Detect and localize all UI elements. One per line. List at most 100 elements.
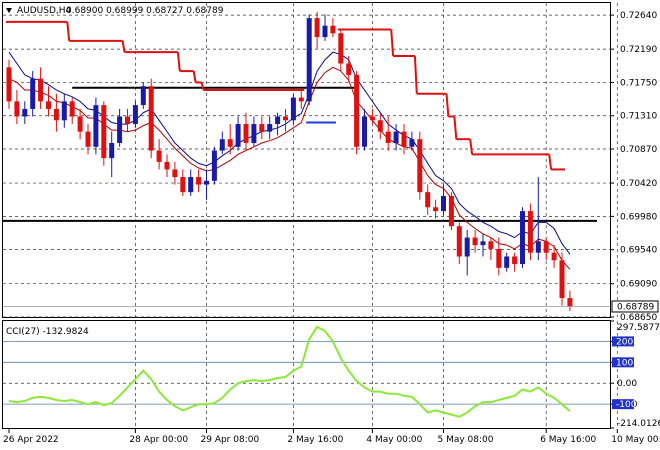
candle-body-bull bbox=[109, 142, 115, 159]
candle-body-bear bbox=[69, 101, 75, 117]
price-panel: 0.72640 0.72190 0.71750 0.71310 0.70870 0.704… bbox=[2, 2, 659, 323]
candle-body-bear bbox=[338, 33, 344, 64]
candle-body-bear bbox=[401, 131, 407, 147]
stop-line-red-connector bbox=[445, 93, 450, 117]
candle-body-bear bbox=[425, 192, 431, 208]
stop-line-red-connector bbox=[176, 52, 181, 72]
symbol-label: AUDUSD,H4 bbox=[17, 6, 72, 16]
cci-line bbox=[8, 325, 571, 418]
candles bbox=[6, 12, 573, 311]
candle-body-bull bbox=[61, 101, 67, 121]
candle-body-bear bbox=[156, 150, 162, 162]
candle-body-bull bbox=[362, 116, 367, 147]
candle-body-bear bbox=[417, 139, 423, 193]
candle-body-bull bbox=[306, 18, 312, 102]
candle-body-bear bbox=[6, 67, 12, 102]
candle-body-bull bbox=[211, 150, 217, 181]
candle-body-bear bbox=[53, 108, 59, 121]
candle-body-bull bbox=[322, 25, 328, 38]
candle-body-bull bbox=[188, 177, 194, 193]
candle-body-bear bbox=[77, 116, 83, 132]
candle-body-bear bbox=[314, 18, 320, 38]
candle-body-bear bbox=[456, 226, 462, 257]
cci-series-line bbox=[8, 325, 571, 418]
candle-body-bull bbox=[132, 105, 138, 125]
candle-body-bull bbox=[251, 124, 257, 143]
stop-line-red-connector bbox=[192, 70, 197, 83]
stop-line-red-connector bbox=[200, 82, 205, 91]
candle-body-bear bbox=[14, 101, 20, 117]
price-tick-label: 0.70420 bbox=[620, 179, 657, 189]
cci-panel: 297.58772001000.00-100-214.0126200100-10… bbox=[2, 320, 660, 429]
candle-body-bull bbox=[535, 241, 541, 253]
candle-body-bear bbox=[298, 97, 304, 102]
stop-line-red-connector bbox=[66, 21, 71, 41]
candle-body-bear bbox=[551, 252, 557, 261]
candle-body-bear bbox=[559, 260, 565, 299]
time-tick-label: 26 Apr 2022 bbox=[3, 435, 59, 445]
candle-body-bull bbox=[504, 256, 510, 268]
candle-body-bear bbox=[448, 195, 454, 227]
candle-body-bear bbox=[196, 177, 202, 185]
candle-body-bull bbox=[290, 97, 296, 121]
candle-body-bull bbox=[480, 241, 486, 246]
candle-body-bear bbox=[125, 116, 130, 125]
cci-level-label: 100 bbox=[616, 358, 633, 368]
time-tick-label: 10 May 00:00 bbox=[611, 435, 660, 445]
price-tick-label: 0.69090 bbox=[620, 280, 657, 290]
stop-lines bbox=[6, 20, 565, 171]
time-tick-label: 5 May 08:00 bbox=[438, 435, 494, 445]
candle-body-bull bbox=[93, 105, 99, 147]
price-tick-label: 0.71750 bbox=[620, 78, 657, 88]
current-price-marker: 0.68789 bbox=[611, 300, 659, 313]
candle-body-bull bbox=[22, 108, 28, 117]
cci-label: CCI(27) -132.9824 bbox=[6, 327, 89, 337]
cci-tick-label: 297.5877 bbox=[617, 323, 660, 333]
candle-body-bull bbox=[464, 237, 470, 257]
candle-body-bear bbox=[164, 161, 170, 170]
candle-body-bull bbox=[267, 124, 273, 132]
stop-line-red-connector bbox=[390, 29, 395, 57]
stop-line-red-connector bbox=[413, 55, 418, 94]
candle-body-bear bbox=[354, 74, 360, 147]
cci-axis: 297.58772001000.00-100-214.0126200100-10… bbox=[610, 320, 660, 429]
cci-level-box bbox=[612, 357, 634, 368]
symbol-header: AUDUSD,H4 0.68900 0.68999 0.68727 0.6878… bbox=[6, 6, 224, 16]
candle-body-bull bbox=[520, 211, 525, 265]
candle-body-bear bbox=[488, 241, 494, 249]
candle-body-bull bbox=[30, 78, 36, 109]
stop-line-red-connector bbox=[548, 154, 553, 170]
current-price-box bbox=[611, 300, 659, 313]
collapse-triangle-icon[interactable] bbox=[6, 8, 12, 13]
stop-line-red-connector bbox=[469, 139, 474, 155]
candle-body-bear bbox=[385, 131, 391, 143]
cci-tick-label: -214.0126 bbox=[617, 419, 660, 429]
price-tick-label: 0.69540 bbox=[620, 246, 657, 256]
ohlc-header: 0.68900 0.68999 0.68727 0.68789 bbox=[66, 6, 224, 16]
candle-body-bear bbox=[567, 298, 573, 307]
candle-body-bear bbox=[527, 211, 533, 253]
candle-body-bull bbox=[117, 116, 123, 143]
candle-body-bull bbox=[275, 116, 281, 125]
price-tick-label: 0.72190 bbox=[620, 45, 657, 55]
time-tick-label: 29 Apr 08:00 bbox=[201, 435, 260, 445]
candle-body-bear bbox=[148, 86, 154, 151]
candle-body-bull bbox=[441, 195, 446, 212]
candle-body-bear bbox=[283, 116, 288, 121]
candle-body-bear bbox=[46, 101, 51, 109]
candle-body-bear bbox=[38, 78, 44, 102]
price-tick-label: 0.71310 bbox=[620, 112, 657, 122]
price-grid bbox=[3, 3, 618, 318]
candle-body-bull bbox=[219, 139, 225, 151]
candle-body-bear bbox=[85, 131, 91, 147]
candle-body-bear bbox=[101, 105, 107, 159]
stop-line-red-connector bbox=[453, 116, 458, 140]
candle-body-bear bbox=[433, 207, 439, 212]
candle-body-bear bbox=[512, 256, 518, 265]
cci-level-box bbox=[612, 336, 634, 347]
price-tick-label: 0.68650 bbox=[620, 313, 657, 323]
candle-body-bear bbox=[180, 177, 186, 193]
price-tick-label: 0.69980 bbox=[620, 212, 657, 222]
candle-body-bull bbox=[204, 180, 209, 185]
candle-body-bear bbox=[172, 169, 178, 178]
